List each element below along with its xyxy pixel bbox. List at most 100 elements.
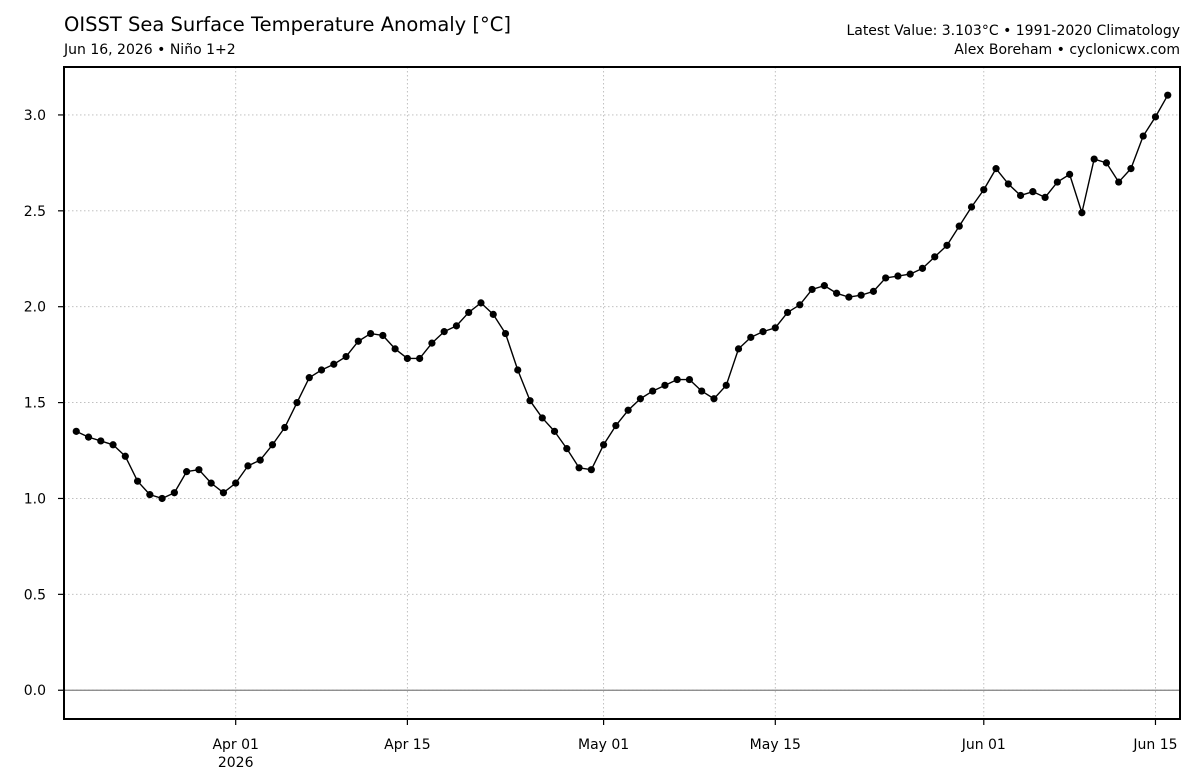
y-tick-label: 1.0 [24, 491, 46, 507]
data-point [121, 452, 129, 460]
data-point [734, 345, 743, 353]
data-point [440, 328, 448, 336]
data-point [84, 433, 93, 441]
data-point [501, 329, 510, 338]
data-point [109, 441, 117, 449]
data-point [673, 375, 681, 384]
data-point [72, 427, 80, 435]
data-point [649, 387, 657, 395]
data-point [636, 395, 645, 403]
data-point [931, 253, 939, 261]
data-point [1115, 178, 1123, 186]
x-tick-sublabel: 2026 [218, 755, 254, 771]
data-point [833, 289, 841, 297]
data-point [428, 339, 436, 347]
data-point [955, 222, 963, 230]
y-tick-label: 0.5 [24, 587, 46, 603]
data-point [256, 456, 264, 464]
data-point [514, 366, 522, 374]
grid [64, 67, 1180, 719]
data-point [293, 398, 301, 407]
data-point [1041, 193, 1049, 201]
axes: 0.0 0.5 1.0 1.5 2.0 2.5 3.0 Apr 01 2026 Apr 15 May… [24, 108, 1178, 771]
data-point [1066, 170, 1074, 178]
data-point [305, 374, 313, 382]
data-point [1053, 178, 1061, 186]
data-point [882, 274, 890, 282]
series-layer [72, 91, 1172, 503]
y-tick-label: 2.0 [24, 300, 46, 316]
x-tick-label: Apr 15 [384, 737, 430, 753]
data-point [710, 395, 718, 403]
data-point [1139, 132, 1147, 140]
author-credit: Alex Boreham • cyclonicwx.com [954, 42, 1180, 58]
data-point [416, 354, 424, 363]
data-point [366, 329, 375, 338]
data-point [587, 466, 595, 474]
x-tick-label: Jun 15 [1132, 737, 1177, 753]
data-point [133, 477, 142, 485]
data-point [808, 285, 816, 294]
data-point [477, 299, 485, 307]
data-point [747, 333, 755, 341]
data-point [722, 381, 730, 389]
y-tick-label: 3.0 [24, 108, 46, 124]
data-point [146, 491, 154, 499]
data-point [661, 381, 669, 389]
data-point [195, 466, 203, 474]
data-point [538, 414, 546, 422]
plot-frame [63, 66, 1181, 720]
data-point [685, 375, 694, 384]
data-point [759, 328, 767, 336]
data-point [1127, 165, 1135, 173]
data-point [600, 441, 608, 449]
data-point [268, 441, 277, 449]
data-point [967, 203, 976, 211]
data-point [97, 437, 105, 445]
data-point [403, 354, 411, 363]
data-point [1164, 91, 1172, 99]
data-point [563, 445, 571, 453]
data-point [342, 352, 350, 361]
x-tick-label: May 01 [578, 737, 629, 753]
data-point [1016, 191, 1025, 200]
data-point [698, 387, 706, 395]
data-point [379, 331, 387, 340]
data-point [1078, 209, 1086, 217]
data-point [550, 427, 559, 435]
y-tick-label: 2.5 [24, 204, 46, 220]
chart-subtitle: Jun 16, 2026 • Niño 1+2 [64, 42, 236, 58]
series-line [75, 94, 1169, 500]
data-point [612, 422, 620, 430]
data-point [207, 479, 215, 487]
data-point [232, 479, 240, 487]
data-point [465, 308, 473, 317]
x-tick-label: May 15 [750, 737, 801, 753]
data-point [624, 406, 632, 414]
data-point [771, 324, 779, 332]
data-point [783, 308, 792, 317]
data-point [943, 241, 951, 249]
data-point [1004, 180, 1012, 188]
data-point [1029, 188, 1037, 196]
data-point [219, 489, 228, 497]
data-point [857, 291, 865, 299]
data-point [158, 494, 166, 503]
data-point [906, 270, 914, 278]
data-point [869, 287, 878, 295]
data-point [980, 186, 988, 194]
data-point [845, 293, 853, 301]
data-point [1102, 159, 1111, 167]
data-point [1090, 155, 1098, 163]
data-point [281, 423, 289, 432]
y-tick-label: 1.5 [24, 396, 46, 412]
chart-title: OISST Sea Surface Temperature Anomaly [°… [64, 13, 512, 36]
data-point [820, 282, 828, 290]
data-point [918, 264, 927, 272]
x-tick-label: Apr 01 [212, 737, 258, 753]
data-point [1151, 113, 1160, 121]
data-point [575, 464, 583, 472]
data-point [330, 360, 338, 368]
data-point [894, 272, 902, 280]
